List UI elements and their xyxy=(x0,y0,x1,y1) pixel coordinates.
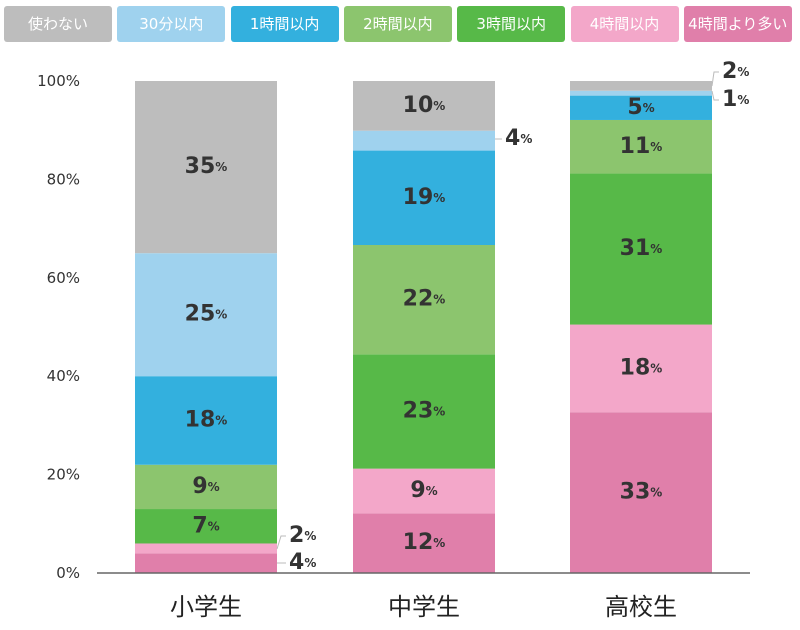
data-label: 10% xyxy=(403,93,446,118)
bar-segment xyxy=(135,376,277,465)
category-label: 高校生 xyxy=(605,593,677,621)
y-tick-label: 20% xyxy=(47,466,80,484)
legend-item: 4時間以内 xyxy=(570,6,679,42)
bar-segment xyxy=(353,245,495,355)
data-label: 7% xyxy=(192,513,219,538)
data-label: 31% xyxy=(620,236,663,261)
data-label: 2% xyxy=(722,59,749,84)
legend-item: 1時間以内 xyxy=(230,6,339,42)
data-label: 4% xyxy=(505,126,532,151)
bar-segment xyxy=(570,173,712,325)
legend-item: 30分以内 xyxy=(117,6,226,42)
y-tick-label: 40% xyxy=(47,367,80,385)
bar-segment xyxy=(135,253,277,377)
data-label: 33% xyxy=(620,480,663,505)
bar-segment xyxy=(570,95,712,120)
y-tick-label: 100% xyxy=(37,72,80,90)
bar-segment xyxy=(135,553,277,573)
bar-segment xyxy=(353,354,495,469)
data-label: 18% xyxy=(185,407,228,432)
bar-segment xyxy=(570,324,712,413)
bar-segment xyxy=(353,513,495,573)
bar-segment xyxy=(570,81,712,91)
leader-line xyxy=(276,535,286,550)
data-label: 23% xyxy=(403,398,446,423)
bar-segment xyxy=(353,130,495,151)
legend-item: 使わない xyxy=(4,6,112,42)
bar-segment xyxy=(353,81,495,131)
bar-segment xyxy=(570,90,712,96)
bar-segment xyxy=(135,543,277,554)
data-label: 11% xyxy=(620,134,663,159)
data-label: 1% xyxy=(722,87,749,112)
y-tick-label: 60% xyxy=(47,269,80,287)
data-label: 19% xyxy=(403,185,446,210)
data-label: 9% xyxy=(410,478,437,503)
bar-segment xyxy=(353,150,495,245)
data-label: 4% xyxy=(289,550,316,575)
legend-item: 2時間以内 xyxy=(343,6,452,42)
data-label: 25% xyxy=(185,302,228,327)
legend-item: 3時間以内 xyxy=(457,6,566,42)
legend: 使わない 30分以内 1時間以内 2時間以内 3時間以内 4時間以内 4時間より多い xyxy=(4,6,796,42)
y-tick-label: 80% xyxy=(47,170,80,188)
data-label: 35% xyxy=(185,154,228,179)
bar-segment xyxy=(570,119,712,174)
data-label: 9% xyxy=(192,474,219,499)
bar-segment xyxy=(135,81,277,254)
category-label: 小学生 xyxy=(170,593,242,621)
data-label: 18% xyxy=(620,355,663,380)
legend-item: 4時間より多い xyxy=(683,6,792,42)
y-tick-label: 0% xyxy=(56,564,80,582)
data-label: 2% xyxy=(289,523,316,548)
bar-segment xyxy=(135,464,277,510)
leader-line xyxy=(711,90,719,101)
bar-segment xyxy=(570,412,712,573)
category-label: 中学生 xyxy=(388,593,460,621)
bar-segment xyxy=(135,509,277,544)
bar-segment xyxy=(353,468,495,514)
data-label: 22% xyxy=(403,287,446,312)
leader-line xyxy=(711,71,719,87)
data-label: 5% xyxy=(627,95,654,120)
data-label: 12% xyxy=(403,530,446,555)
